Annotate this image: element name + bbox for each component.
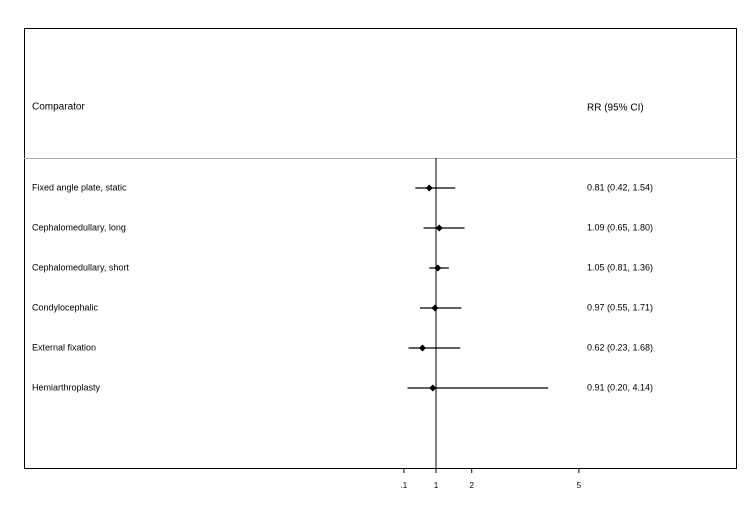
row-label: Cephalomedullary, long [32,222,126,232]
point-estimate [435,224,443,232]
point-estimate [434,264,442,272]
row-label: Condylocephalic [32,302,99,312]
ci-label: 0.62 (0.23, 1.68) [587,342,653,352]
point-estimate [429,384,437,392]
ci-label: 1.09 (0.65, 1.80) [587,222,653,232]
ci-label: 0.97 (0.55, 1.71) [587,302,653,312]
point-estimate [418,344,426,352]
row-label: Cephalomedullary, short [32,262,129,272]
row-label: Fixed angle plate, static [32,182,127,192]
x-tick-label: 5 [577,481,582,490]
x-tick-label: .1 [401,481,408,490]
column-header: RR (95% CI) [587,103,644,114]
point-estimate [425,184,433,192]
x-tick-label: 1 [434,481,439,490]
x-tick-label: 2 [469,481,474,490]
ci-label: 1.05 (0.81, 1.36) [587,262,653,272]
point-estimate [431,304,439,312]
row-label: External fixation [32,342,96,352]
column-header: Comparator [32,102,85,113]
ci-label: 0.81 (0.42, 1.54) [587,182,653,192]
plot-frame [24,28,737,469]
ci-label: 0.91 (0.20, 4.14) [587,382,653,392]
row-label: Hemiarthroplasty [32,382,101,392]
